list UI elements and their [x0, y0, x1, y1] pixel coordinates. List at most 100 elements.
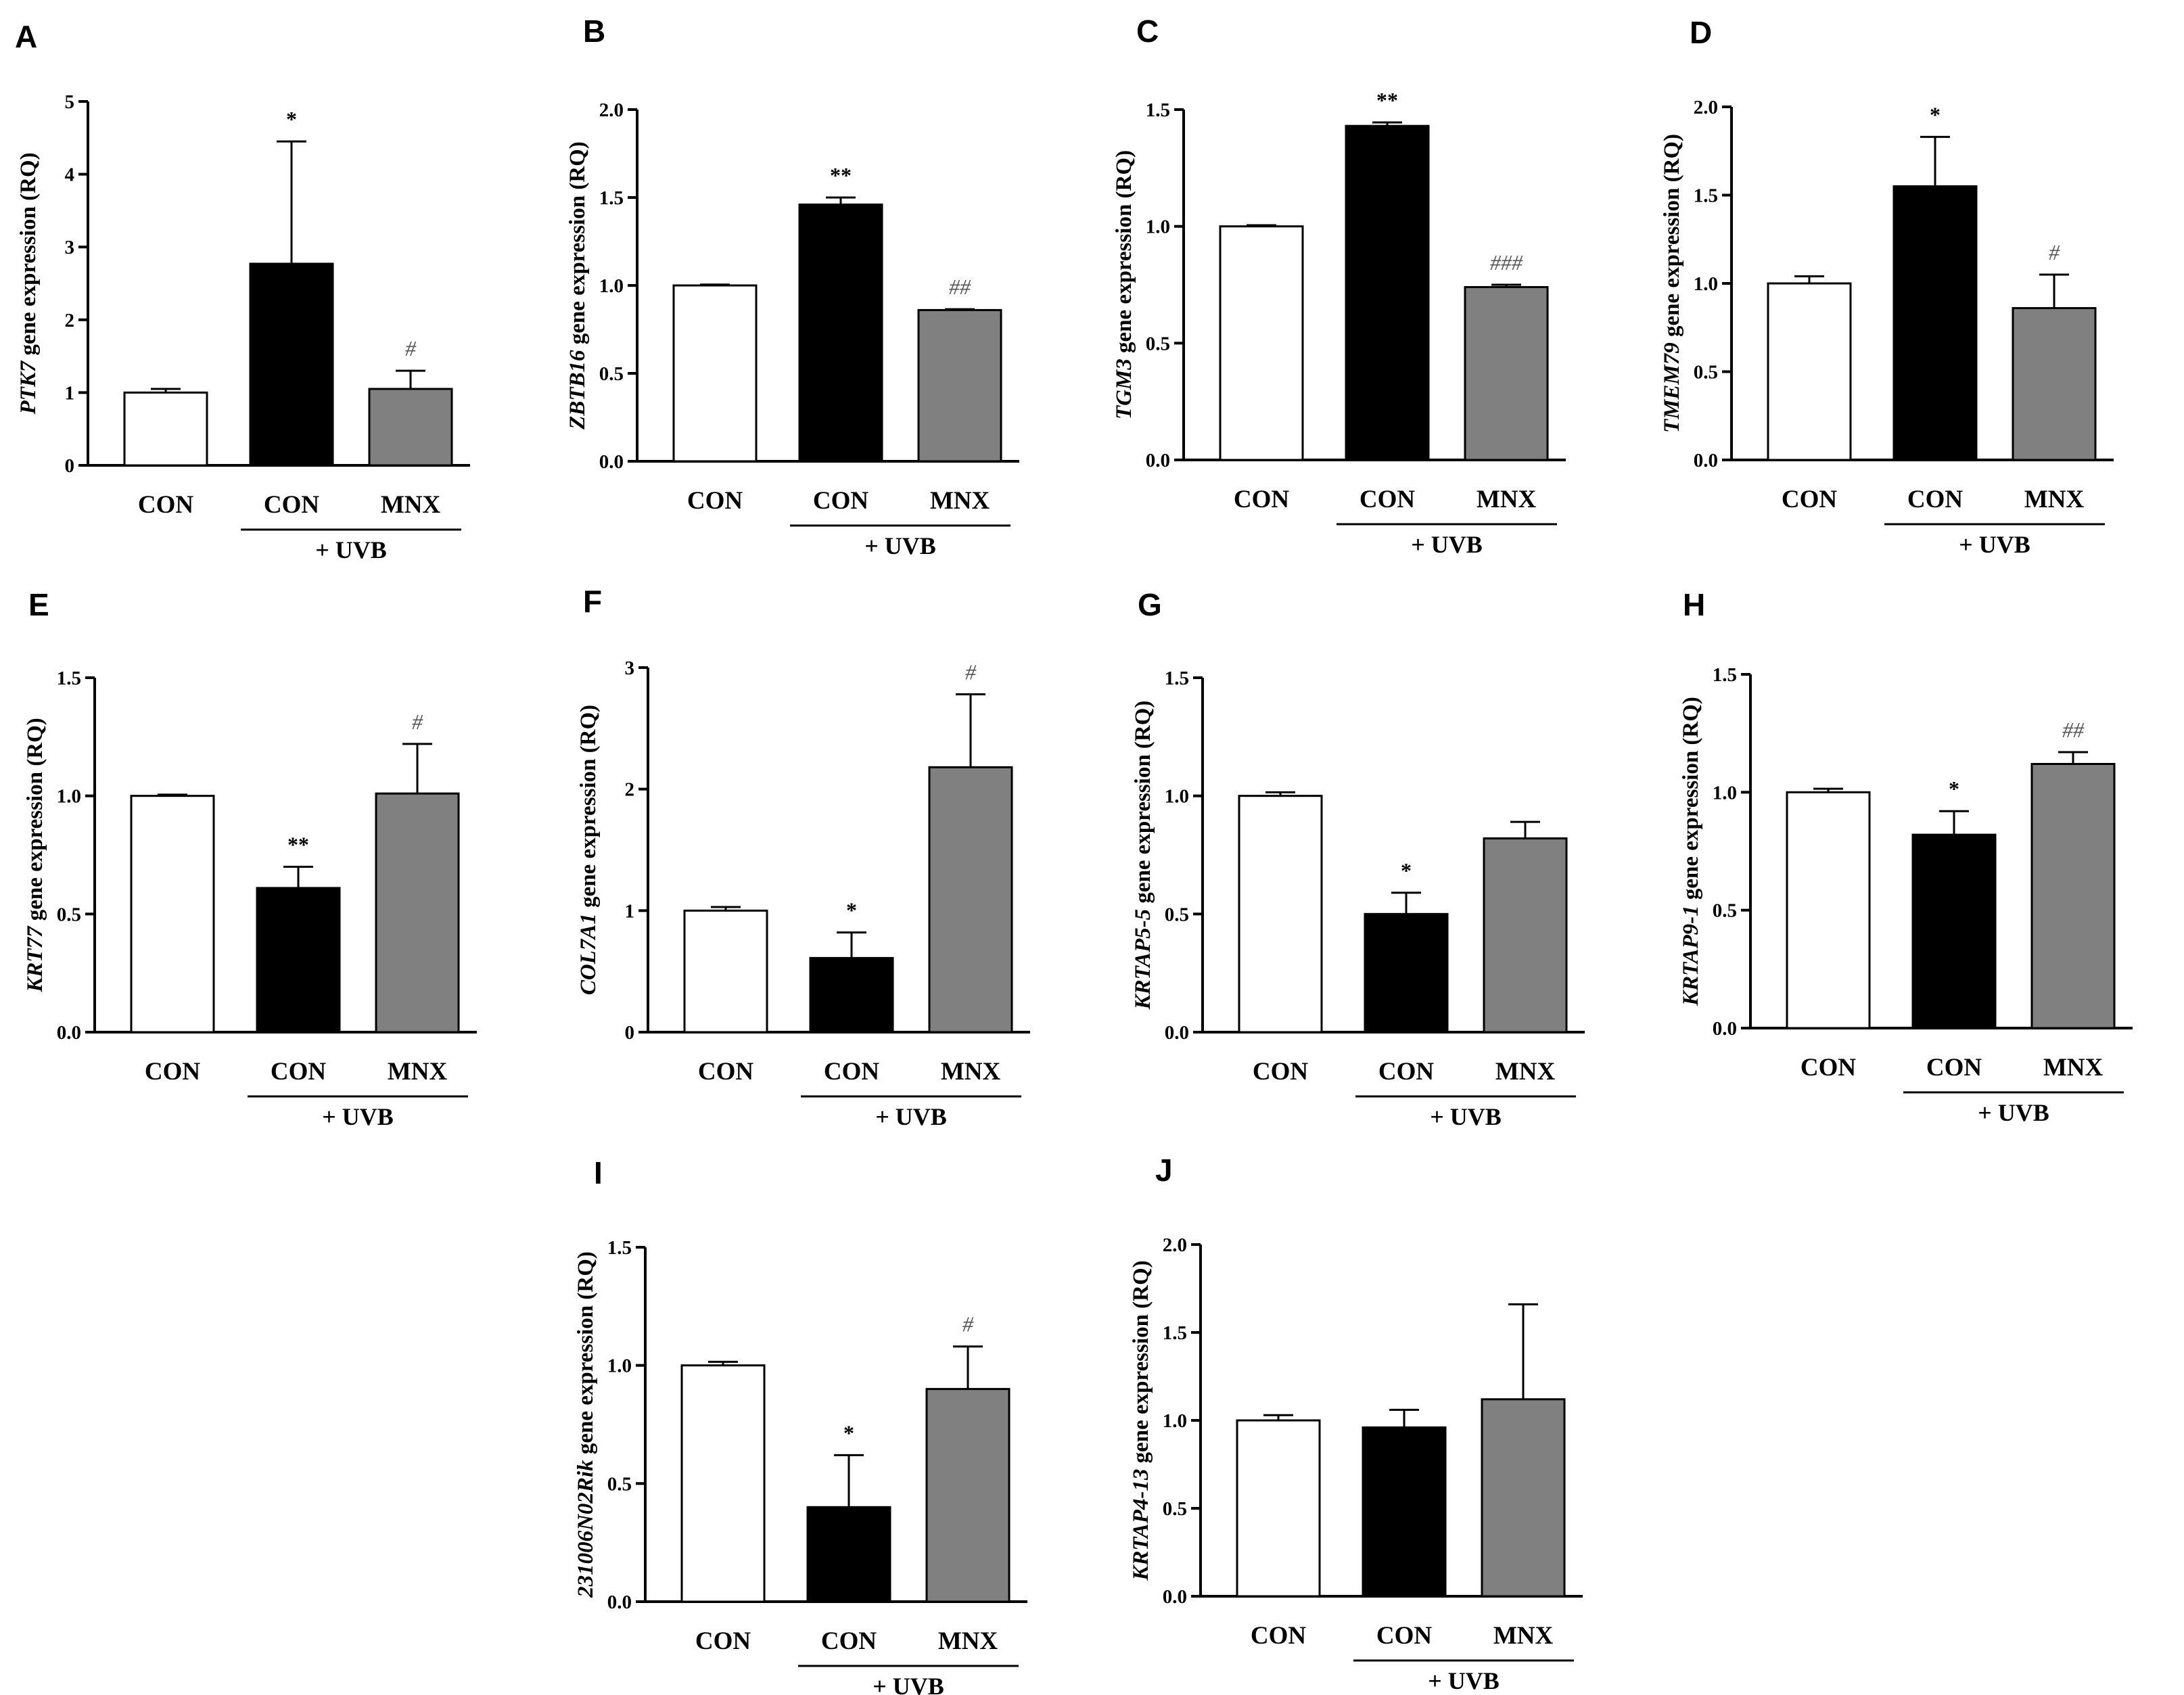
bar-a-1: [123, 391, 208, 467]
bar-i-1: [680, 1364, 766, 1603]
category-label: CON: [1378, 1058, 1435, 1086]
panel-letter-g: G: [1138, 587, 1162, 622]
bar-g-3: [1483, 837, 1568, 1034]
category-label: CON: [1376, 1622, 1433, 1650]
y-axis-title-suffix: gene expression (RQ): [576, 705, 601, 913]
y-tick-label: 0.0: [1694, 450, 1718, 471]
y-tick-label: 1.0: [599, 275, 624, 297]
significance-star-marker: *: [1949, 776, 1959, 801]
y-tick-label: 1.0: [1146, 216, 1170, 238]
category-label: MNX: [2043, 1054, 2104, 1082]
significance-star-marker: *: [1401, 858, 1412, 883]
bar-g-2: [1364, 912, 1449, 1034]
bar-f-1: [683, 909, 768, 1034]
significance-star-marker: *: [286, 107, 297, 131]
y-tick-label: 0.5: [1146, 333, 1170, 354]
panel-letter-c: C: [1136, 14, 1159, 49]
panel-letter-h: H: [1683, 587, 1705, 622]
y-tick-label: 1.0: [1713, 782, 1737, 804]
significance-hash-marker: #: [405, 336, 417, 361]
y-tick-label: 0: [625, 1022, 635, 1044]
y-tick-label: 0: [65, 455, 75, 477]
y-tick-label: 1.5: [607, 1237, 632, 1259]
category-label: CON: [145, 1058, 201, 1086]
bar-f-2: [809, 956, 894, 1034]
category-label: CON: [1782, 486, 1838, 513]
y-tick-label: 0.5: [1165, 904, 1189, 925]
y-axis-gene-name: KRTAP4-13: [1129, 1469, 1153, 1581]
y-axis-gene-name: KRTAP9-1: [1679, 905, 1703, 1006]
y-axis-title: PTK7 gene expression (RQ): [16, 152, 41, 415]
group-label-uvb: + UVB: [315, 536, 387, 563]
bar-c-2: [1345, 124, 1430, 461]
bar-c-3: [1464, 285, 1549, 461]
group-label-uvb: + UVB: [1411, 531, 1483, 558]
category-label: CON: [1234, 486, 1290, 513]
y-axis-title-suffix: gene expression (RQ): [23, 718, 47, 926]
group-label-uvb: + UVB: [1978, 1099, 2049, 1126]
category-label: CON: [1907, 486, 1964, 513]
panel-letter-a: A: [15, 19, 37, 54]
bar-i-3: [925, 1388, 1010, 1603]
y-tick-label: 0.5: [1163, 1498, 1187, 1520]
chart-panel-g: G 0.0 0.5 1.0 1.5 KRTAP5-5 gene expression (R…: [1131, 587, 1585, 1130]
category-label: CON: [824, 1058, 880, 1086]
y-tick-label: 3: [625, 657, 635, 679]
significance-star-marker: **: [287, 832, 309, 856]
panel-letter-f: F: [583, 584, 602, 619]
y-axis-title: KRTAP4-13 gene expression (RQ): [1129, 1260, 1153, 1581]
y-tick-label: 0.0: [607, 1592, 632, 1613]
chart-panel-b: B 0.0 0.5 1.0 1.5 2.0 ZBTB16 gene expression (…: [565, 14, 1019, 559]
bar-j-1: [1236, 1419, 1321, 1598]
y-tick-label: 0.5: [1694, 362, 1718, 384]
y-tick-label: 1.0: [1163, 1410, 1187, 1432]
chart-panel-d: D 0.0 0.5 1.0 1.5 2.0 TMEM79 gene expression (…: [1660, 15, 2114, 558]
category-label: CON: [1251, 1622, 1307, 1650]
y-axis-title: TGM3 gene expression (RQ): [1112, 150, 1136, 419]
group-label-uvb: + UVB: [864, 532, 936, 559]
y-axis-title-suffix: gene expression (RQ): [1660, 134, 1684, 342]
category-label: CON: [1926, 1054, 1982, 1082]
significance-star-marker: *: [846, 898, 857, 923]
panel-letter-e: E: [28, 587, 49, 622]
y-axis-gene-name: ZBTB16: [565, 350, 590, 430]
y-axis-title: COL7A1 gene expression (RQ): [576, 705, 601, 995]
category-label: MNX: [1493, 1622, 1554, 1650]
y-axis-title-suffix: gene expression (RQ): [1131, 701, 1155, 909]
y-tick-label: 2: [65, 310, 75, 331]
y-tick-label: 0.5: [607, 1473, 632, 1495]
y-axis-gene-name: PTK7: [16, 360, 41, 415]
y-tick-label: 0.0: [1713, 1018, 1737, 1040]
bar-f-3: [928, 766, 1013, 1034]
y-tick-label: 2.0: [1163, 1234, 1187, 1256]
y-axis-title-suffix: gene expression (RQ): [1112, 150, 1136, 358]
category-label: CON: [271, 1058, 327, 1086]
y-axis-title: KRT77 gene expression (RQ): [23, 718, 47, 992]
y-axis-title-suffix: gene expression (RQ): [1129, 1260, 1153, 1468]
bar-h-2: [1911, 833, 1997, 1029]
category-label: CON: [695, 1627, 751, 1655]
y-axis-gene-name: COL7A1: [576, 913, 601, 995]
bar-e-1: [130, 795, 215, 1034]
bar-a-2: [249, 262, 334, 467]
y-axis-title: ZBTB16 gene expression (RQ): [565, 141, 590, 430]
y-tick-label: 3: [65, 237, 75, 258]
significance-hash-marker: #: [2049, 240, 2060, 264]
group-label-uvb: + UVB: [875, 1103, 947, 1130]
significance-hash-marker: #: [962, 1312, 974, 1337]
bar-j-3: [1481, 1398, 1566, 1598]
category-label: MNX: [1495, 1058, 1556, 1086]
y-tick-label: 1.5: [1146, 99, 1170, 121]
category-label: CON: [698, 1058, 754, 1086]
category-label: MNX: [941, 1058, 1001, 1086]
category-label: MNX: [2024, 486, 2085, 513]
category-label: CON: [138, 491, 194, 519]
y-tick-label: 1.0: [1165, 786, 1189, 808]
category-label: MNX: [388, 1058, 448, 1086]
category-label: CON: [687, 487, 743, 515]
bar-b-2: [798, 203, 883, 463]
y-tick-label: 1.5: [599, 187, 624, 209]
y-tick-label: 1.5: [57, 668, 81, 689]
y-axis-title: KRTAP5-5 gene expression (RQ): [1131, 701, 1155, 1011]
